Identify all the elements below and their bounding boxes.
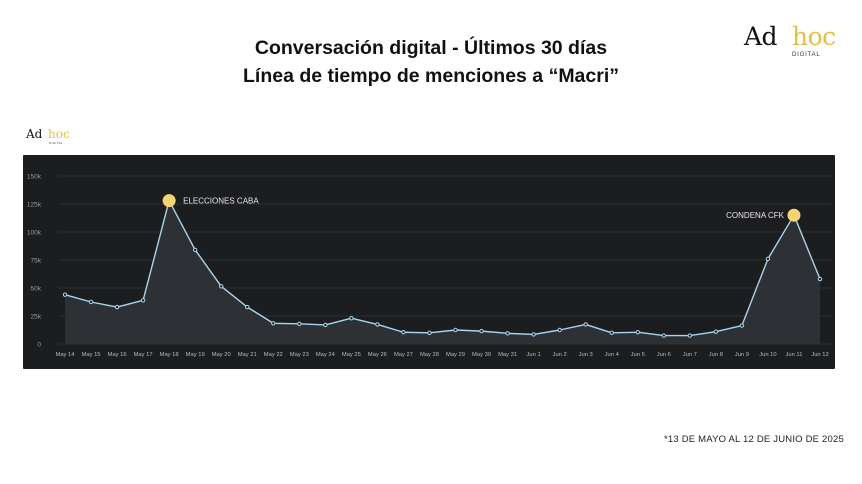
- data-point: [765, 256, 771, 262]
- x-tick-label: Jun 10: [759, 352, 776, 358]
- data-point: [583, 322, 588, 327]
- brand-logo-part2: hoc: [792, 22, 836, 51]
- chart-title: Conversación digital - Últimos 30 días L…: [0, 34, 862, 90]
- x-tick-label: May 25: [342, 352, 361, 358]
- x-tick-label: May 28: [420, 352, 439, 358]
- data-point: [505, 331, 510, 336]
- series-area: [65, 200, 820, 344]
- data-point: [297, 321, 302, 327]
- data-point: [427, 330, 432, 336]
- title-line-1: Conversación digital - Últimos 30 días: [254, 37, 608, 59]
- x-tick-label: May 26: [368, 352, 387, 358]
- data-point: [557, 327, 562, 333]
- annotation-marker: [787, 208, 801, 222]
- data-point: [192, 247, 198, 253]
- title-line-2: Línea de tiempo de menciones a “Macri”: [242, 65, 620, 87]
- x-tick-label: May 20: [212, 352, 231, 358]
- x-tick-label: May 14: [55, 352, 75, 358]
- x-tick-label: May 27: [394, 352, 413, 358]
- x-tick-label: May 24: [316, 352, 336, 358]
- x-tick-label: Jun 1: [527, 352, 541, 358]
- x-tick-label: Jun 3: [579, 352, 593, 358]
- brand-logo-part1: Ad: [744, 22, 778, 51]
- data-point: [739, 323, 745, 328]
- data-point: [479, 328, 484, 334]
- y-tick-label: 150k: [27, 174, 42, 181]
- data-point: [88, 299, 94, 305]
- brand-logo-small: Ad hoc DIGITAL: [26, 127, 78, 149]
- data-point: [349, 316, 354, 321]
- data-point: [817, 276, 823, 282]
- y-tick-label: 125k: [27, 202, 42, 209]
- chart-panel: 0 25k 50k 75k 100k 125k 150k May 14 May 15 May 16…: [23, 155, 835, 369]
- data-point: [62, 292, 68, 297]
- x-tick-label: May 30: [472, 352, 491, 358]
- brand-logo-small-part1: Ad: [26, 127, 43, 141]
- x-tick-label: May 21: [238, 352, 257, 358]
- x-tick-label: Jun 4: [605, 352, 620, 358]
- x-tick-label: May 15: [82, 352, 101, 358]
- x-tick-label: Jun 5: [631, 352, 645, 358]
- data-point: [453, 327, 458, 333]
- data-point: [114, 304, 120, 310]
- data-point: [531, 332, 536, 337]
- data-point: [219, 284, 224, 289]
- data-point: [245, 304, 250, 310]
- x-tick-label: Jun 12: [811, 352, 828, 358]
- x-tick-label: Jun 11: [785, 352, 802, 358]
- x-tick-label: Jun 9: [735, 352, 749, 358]
- y-tick-label: 0: [37, 342, 41, 349]
- data-point: [687, 333, 693, 338]
- data-point: [713, 329, 719, 334]
- data-point: [661, 333, 666, 338]
- x-tick-label: Jun 7: [683, 352, 697, 358]
- brand-logo-small-subtitle: DIGITAL: [49, 141, 64, 145]
- x-tick-label: Jun 8: [709, 352, 723, 358]
- annotation-label: CONDENA CFK: [726, 211, 784, 220]
- x-tick-label: May 29: [446, 352, 465, 358]
- data-point: [635, 330, 640, 335]
- brand-logo: Ad hoc DIGITAL: [744, 22, 848, 62]
- mentions-timeline-chart: 0 25k 50k 75k 100k 125k 150k May 14 May 15 May 16…: [27, 174, 831, 358]
- x-tick-label: Jun 6: [657, 352, 671, 358]
- series-line: [64, 199, 821, 337]
- brand-logo-subtitle: DIGITAL: [792, 52, 821, 58]
- x-tick-label: May 31: [498, 352, 517, 358]
- x-tick-label: May 17: [134, 352, 153, 358]
- date-range-footnote: *13 DE MAYO AL 12 DE JUNIO DE 2025: [664, 434, 844, 445]
- y-tick-label: 100k: [27, 230, 42, 237]
- data-point: [271, 321, 276, 326]
- x-tick-label: May 18: [160, 352, 179, 358]
- annotation-label: ELECCIONES CABA: [183, 197, 259, 206]
- data-point: [375, 322, 380, 327]
- x-tick-label: May 22: [264, 352, 283, 358]
- data-point: [401, 330, 406, 335]
- data-point: [609, 330, 614, 336]
- x-tick-label: May 19: [186, 352, 205, 358]
- x-tick-label: Jun 2: [553, 352, 567, 358]
- y-tick-label: 50k: [31, 286, 42, 293]
- data-point: [323, 322, 328, 328]
- x-tick-label: May 23: [290, 352, 309, 358]
- y-tick-label: 75k: [31, 258, 42, 265]
- annotation-marker: [162, 194, 176, 208]
- brand-logo-small-part2: hoc: [48, 127, 70, 141]
- y-tick-label: 25k: [31, 314, 42, 321]
- data-point: [140, 298, 146, 303]
- x-tick-label: May 16: [108, 352, 127, 358]
